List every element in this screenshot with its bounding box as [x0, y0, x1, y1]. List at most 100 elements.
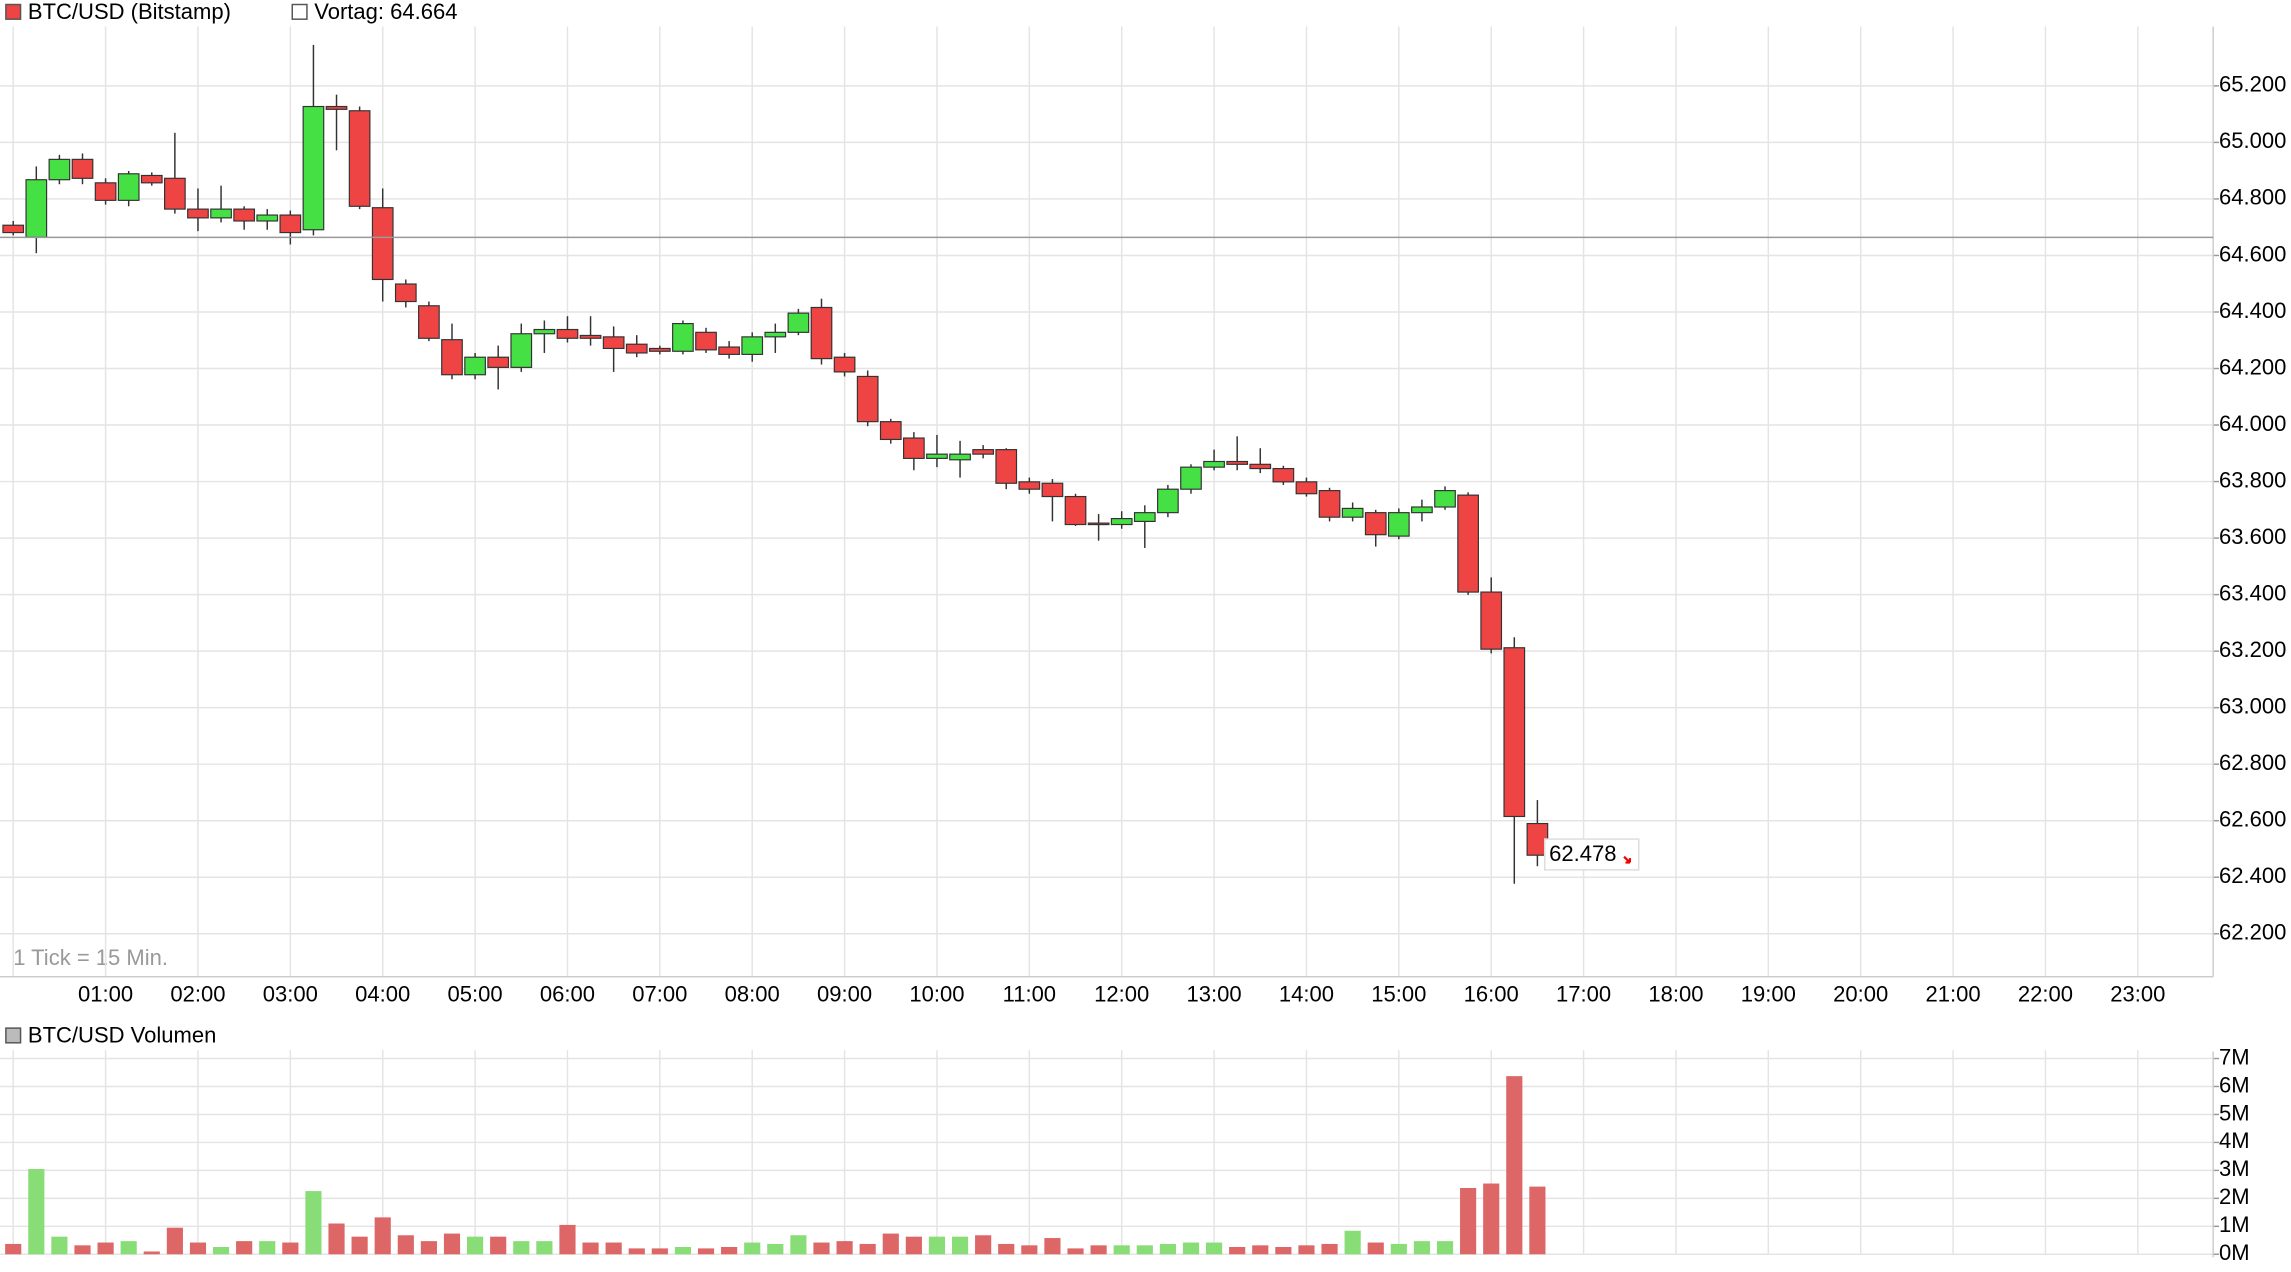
candle-body: [1133, 512, 1156, 523]
candle-body: [371, 207, 394, 281]
tick-note: 1 Tick = 15 Min.: [13, 945, 168, 970]
candle-body: [94, 182, 117, 201]
candle-body: [1018, 481, 1041, 490]
volume-bar: [628, 1248, 645, 1255]
candle-body: [1226, 460, 1249, 465]
volume-bar: [397, 1235, 414, 1255]
volume-bar: [975, 1235, 992, 1255]
x-tick-label: 22:00: [2018, 982, 2073, 1007]
candle-body: [418, 305, 440, 339]
grid: 01:00 02:00 03:00 04:00 05:00 06:00 07:00 08:00…: [0, 26, 2286, 1265]
y-tick-label: 64.600: [2219, 241, 2286, 266]
volume-bar: [120, 1241, 137, 1255]
volume-bar: [305, 1191, 322, 1255]
candle-body: [741, 336, 764, 355]
y-tick-label: 2M: [2219, 1184, 2250, 1209]
volume-bar: [328, 1223, 345, 1255]
candle-body: [1480, 591, 1503, 650]
volume-bar: [212, 1247, 230, 1255]
candle-body: [972, 449, 995, 455]
volume-bar: [1413, 1241, 1431, 1255]
volume-bar: [1436, 1241, 1454, 1255]
volume-bar: [513, 1241, 530, 1255]
x-tick-label: 04:00: [355, 982, 410, 1007]
x-tick-label: 06:00: [540, 982, 595, 1007]
candle-body: [1457, 494, 1479, 593]
x-tick-label: 05:00: [448, 982, 503, 1007]
volume-bar: [836, 1241, 853, 1255]
volume-bar: [767, 1243, 784, 1255]
volume-bar: [420, 1241, 437, 1255]
y-tick-label: 63.600: [2219, 524, 2286, 549]
volume-bar: [1367, 1242, 1384, 1255]
last-price-label: 62.478: [1549, 841, 1616, 866]
y-tick-label: 1M: [2219, 1212, 2250, 1237]
volume-bar: [1344, 1230, 1361, 1255]
candle-body: [625, 343, 648, 354]
x-tick-label: 07:00: [632, 982, 687, 1007]
volume-bar: [1044, 1238, 1061, 1255]
candle-body: [718, 346, 740, 355]
volume-bar: [651, 1248, 668, 1255]
volume-bar: [1298, 1245, 1315, 1255]
candle-body: [302, 105, 325, 231]
x-tick-label: 02:00: [170, 982, 225, 1007]
y-tick-label: 64.000: [2219, 411, 2286, 436]
volume-bar: [374, 1217, 391, 1255]
volume-bar: [97, 1242, 114, 1255]
volume-bar: [859, 1243, 876, 1255]
y-tick-label: 63.400: [2219, 580, 2286, 605]
volume-bar: [443, 1233, 461, 1255]
candle-body: [810, 306, 833, 360]
candle-body: [48, 158, 71, 181]
volume-bar: [998, 1243, 1015, 1255]
x-tick-label: 09:00: [817, 982, 872, 1007]
candle-body: [995, 449, 1018, 484]
volume-bar: [236, 1241, 253, 1255]
y-tick-label: 65.200: [2219, 72, 2286, 97]
volume-bar: [1136, 1245, 1153, 1255]
candle-body: [256, 214, 279, 222]
volume-bar: [951, 1236, 969, 1255]
candle-body: [117, 173, 140, 201]
legend-swatch: [291, 3, 308, 20]
candle-body: [695, 331, 717, 351]
reference-label: Vortag: 64.664: [314, 0, 457, 24]
candle-body: [1087, 522, 1110, 526]
candle-body: [441, 339, 463, 376]
x-tick-label: 18:00: [1648, 982, 1703, 1007]
candle-body: [1180, 466, 1202, 490]
volume-bar: [1206, 1242, 1223, 1255]
volume-bar: [189, 1242, 207, 1255]
y-tick-label: 62.400: [2219, 863, 2286, 888]
volume-bar: [1275, 1247, 1292, 1255]
candle-body: [510, 333, 533, 368]
x-tick-label: 10:00: [909, 982, 964, 1007]
candle-body: [533, 328, 556, 335]
volume-bar: [51, 1236, 68, 1255]
volume-bar: [1067, 1248, 1084, 1255]
marks: [2, 44, 1549, 1255]
candle-body: [787, 312, 810, 333]
volume-bar: [697, 1248, 715, 1255]
candle-body: [902, 437, 925, 459]
volume-bar: [721, 1247, 738, 1255]
y-tick-label: 0M: [2219, 1240, 2250, 1265]
candle-body: [949, 453, 971, 461]
volume-bar: [1506, 1076, 1523, 1255]
candle-body: [1341, 507, 1364, 518]
volume-bar: [1159, 1243, 1176, 1255]
x-tick-label: 01:00: [78, 982, 133, 1007]
candle-body: [140, 174, 163, 184]
candle-body: [348, 110, 371, 207]
y-tick-label: 3M: [2219, 1156, 2250, 1181]
volume-bar: [1483, 1183, 1500, 1255]
x-tick-label: 17:00: [1556, 982, 1611, 1007]
candle-body: [1064, 495, 1087, 526]
volume-bar: [1252, 1245, 1269, 1255]
candle-body: [879, 421, 902, 441]
candle-body: [764, 331, 787, 338]
candle-body: [487, 356, 510, 368]
